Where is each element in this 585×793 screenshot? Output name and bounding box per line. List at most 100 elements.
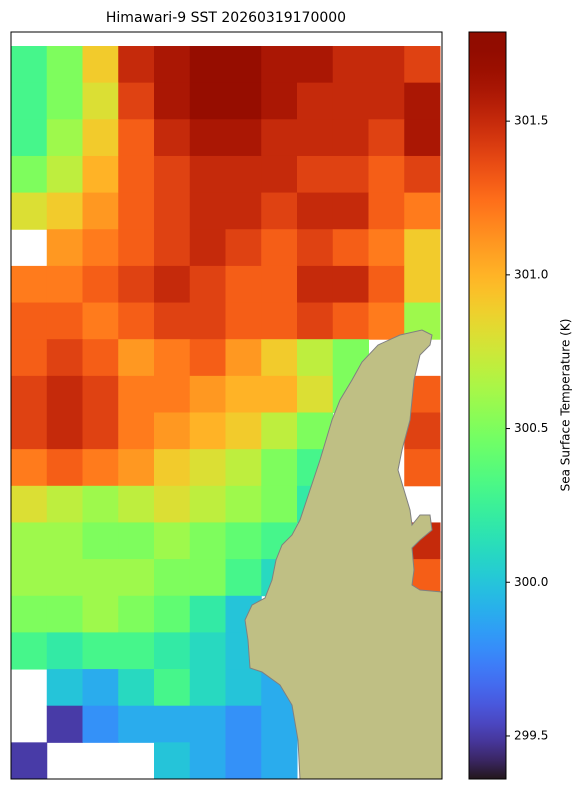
heatmap-cell (46, 375, 83, 413)
heatmap-cell (225, 375, 262, 413)
heatmap-cell (225, 522, 262, 560)
heatmap-cell (11, 559, 48, 597)
heatmap-cell (154, 339, 191, 377)
heatmap-cell (118, 82, 155, 120)
heatmap-cell (189, 192, 226, 230)
map-frame (10, 31, 443, 780)
heatmap-cell (46, 119, 83, 157)
chart-title: Himawari-9 SST 20260319170000 (106, 10, 346, 26)
heatmap-cell (297, 155, 334, 194)
heatmap-cell (261, 742, 298, 780)
heatmap-cell (189, 155, 226, 194)
heatmap-cell (82, 449, 119, 487)
heatmap-cell (82, 375, 119, 413)
heatmap-cell (261, 155, 298, 194)
heatmap-cell (118, 229, 155, 267)
heatmap-cell (46, 559, 83, 597)
heatmap-cell (82, 155, 119, 194)
heatmap-cell (332, 119, 369, 157)
heatmap-cell (82, 632, 119, 670)
colorbar-tick-label: 300.0 (514, 575, 548, 589)
heatmap-cell (11, 265, 48, 304)
heatmap-cell (11, 82, 48, 120)
heatmap-cell (82, 485, 119, 523)
heatmap-cell (332, 302, 369, 340)
heatmap-cell (297, 119, 334, 157)
colorbar-label: Sea Surface Temperature (K) (559, 319, 573, 492)
heatmap-cell (154, 155, 191, 194)
heatmap-cell (46, 705, 83, 743)
heatmap-cell (261, 375, 298, 413)
heatmap-cell (404, 82, 441, 120)
heatmap-cell (261, 302, 298, 340)
heatmap-cell (404, 229, 441, 267)
heatmap-cell (11, 742, 48, 780)
heatmap-cell (11, 46, 48, 84)
heatmap-cell (11, 449, 48, 487)
heatmap-cell (332, 82, 369, 120)
heatmap-cell (297, 339, 334, 377)
heatmap-cell (189, 46, 226, 84)
heatmap-cell (118, 375, 155, 413)
heatmap-cell (261, 119, 298, 157)
heatmap-cell (225, 192, 262, 230)
heatmap-cell (118, 632, 155, 670)
heatmap-cell (46, 339, 83, 377)
heatmap-cell (82, 265, 119, 304)
heatmap-cell (404, 46, 441, 84)
heatmap-cell (154, 559, 191, 597)
heatmap-cell (332, 265, 369, 304)
heatmap-cell (225, 82, 262, 120)
heatmap-cell (46, 449, 83, 487)
heatmap-cell (46, 412, 83, 450)
heatmap-cell (332, 192, 369, 230)
heatmap-cell (189, 375, 226, 413)
heatmap-cell (368, 119, 405, 157)
heatmap-cell (261, 46, 298, 84)
heatmap-cell (11, 192, 48, 230)
heatmap-cell (404, 155, 441, 194)
heatmap-cells (11, 46, 441, 780)
heatmap-cell (368, 155, 405, 194)
heatmap-cell (118, 485, 155, 523)
heatmap-cell (225, 559, 262, 597)
heatmap-cell (297, 302, 334, 340)
heatmap-cell (297, 192, 334, 230)
heatmap-cell (82, 559, 119, 597)
heatmap-cell (368, 302, 405, 340)
heatmap-cell (368, 46, 405, 84)
heatmap-cell (118, 155, 155, 194)
heatmap-cell (332, 229, 369, 267)
heatmap-cell (118, 265, 155, 304)
heatmap-cell (368, 265, 405, 304)
heatmap-cell (154, 192, 191, 230)
heatmap-cell (46, 265, 83, 304)
heatmap-cell (46, 82, 83, 120)
heatmap-cell (368, 229, 405, 267)
heatmap-cell (11, 595, 48, 633)
heatmap-cell (11, 375, 48, 413)
heatmap-cell (154, 412, 191, 450)
heatmap-cell (225, 302, 262, 340)
heatmap-cell (404, 265, 441, 304)
heatmap-cell (154, 705, 191, 743)
heatmap-cell (225, 412, 262, 450)
heatmap-cell (11, 119, 48, 157)
heatmap-cell (404, 449, 441, 487)
heatmap-cell (154, 485, 191, 523)
heatmap-cell (225, 705, 262, 743)
heatmap-cell (118, 705, 155, 743)
heatmap-cell (46, 485, 83, 523)
heatmap-cell (154, 82, 191, 120)
heatmap-cell (118, 522, 155, 560)
heatmap-cell (118, 449, 155, 487)
heatmap-cell (46, 302, 83, 340)
colorbar-tick-label: 299.5 (514, 728, 548, 742)
heatmap-cell (46, 595, 83, 633)
heatmap-cell (11, 485, 48, 523)
heatmap-cell (189, 339, 226, 377)
heatmap-cell (189, 485, 226, 523)
heatmap-cell (118, 559, 155, 597)
heatmap-cell (189, 705, 226, 743)
